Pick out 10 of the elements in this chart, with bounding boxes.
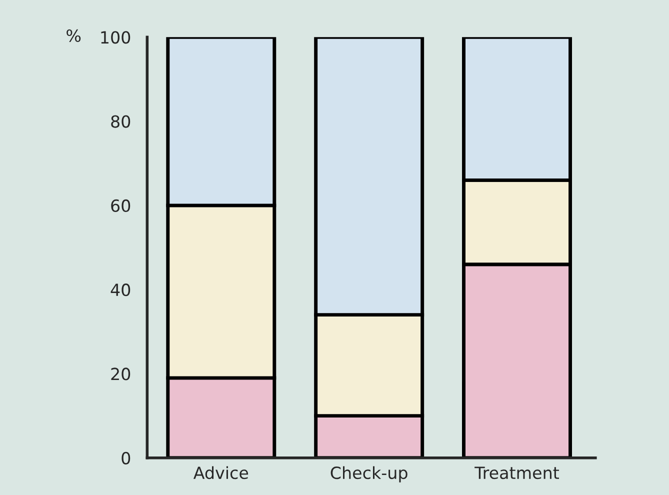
y-tick-label: 60	[111, 199, 130, 212]
y-axis-title: %	[66, 29, 81, 42]
y-tick-label: 0	[122, 452, 130, 464]
y-tick-label: 40	[110, 284, 130, 296]
x-tick-label: Check-up	[330, 466, 408, 482]
y-tick-label: 20	[111, 368, 130, 380]
x-tick-label: Advice	[193, 466, 248, 480]
y-tick-label: 100	[101, 31, 130, 44]
x-tick-label: Treatment	[474, 466, 560, 480]
y-tick-label: 80	[111, 115, 130, 128]
